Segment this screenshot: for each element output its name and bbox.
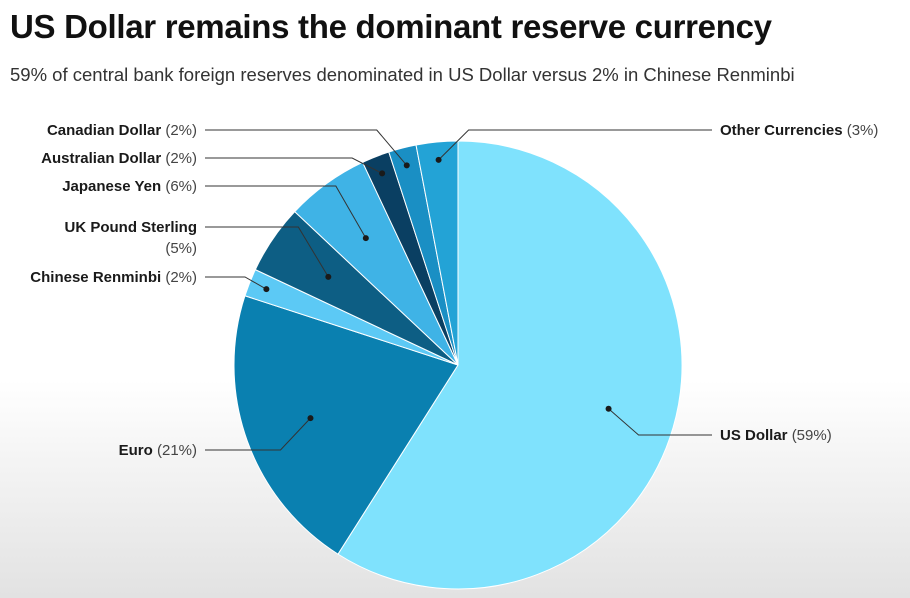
leader-dot-canadian-dollar xyxy=(403,162,410,169)
pie-slice-euro xyxy=(233,295,459,555)
slice-label-other-currencies: Other Currencies (3%) xyxy=(720,122,878,139)
leader-line-australian-dollar xyxy=(205,157,383,174)
slice-label-japanese-yen: Japanese Yen (6%) xyxy=(62,178,197,195)
leader-line-euro xyxy=(205,417,311,451)
chart-subtitle: 59% of central bank foreign reserves den… xyxy=(10,64,795,85)
leader-line-uk-pound-sterling xyxy=(205,226,329,278)
leader-dot-uk-pound-sterling xyxy=(325,273,332,280)
slice-label-australian-dollar: Australian Dollar (2%) xyxy=(41,150,197,167)
leader-line-japanese-yen xyxy=(205,185,367,239)
slice-label-uk-pound-sterling: UK Pound Sterling (5%) xyxy=(65,219,198,257)
slice-label-us-dollar: US Dollar (59%) xyxy=(720,427,832,444)
leader-dot-japanese-yen xyxy=(362,235,369,242)
leader-line-chinese-renminbi xyxy=(205,276,267,290)
leader-dot-other-currencies xyxy=(435,156,442,163)
leader-line-us-dollar xyxy=(608,408,712,436)
leader-dot-us-dollar xyxy=(605,405,612,412)
leader-dot-australian-dollar xyxy=(379,170,386,177)
leader-line-canadian-dollar xyxy=(205,129,408,166)
leader-dot-euro xyxy=(307,415,314,422)
slice-label-chinese-renminbi: Chinese Renminbi (2%) xyxy=(30,269,197,286)
slice-label-canadian-dollar: Canadian Dollar (2%) xyxy=(47,122,197,139)
chart-title: US Dollar remains the dominant reserve c… xyxy=(10,8,772,45)
slice-label-euro: Euro (21%) xyxy=(119,442,197,459)
pie-slice-us-dollar xyxy=(337,140,683,590)
leader-line-other-currencies xyxy=(438,129,712,161)
leader-dot-chinese-renminbi xyxy=(263,286,270,293)
